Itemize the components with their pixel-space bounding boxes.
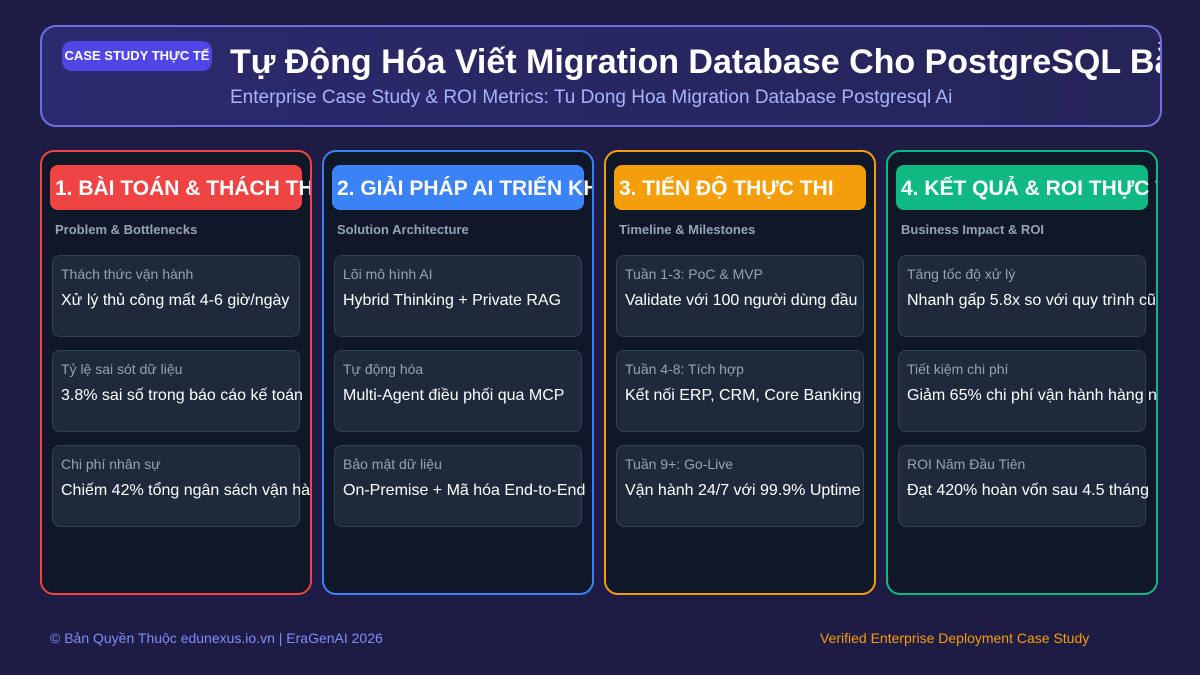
card-label: Chi phí nhân sự bbox=[61, 456, 161, 472]
card: Lõi mô hình AI Hybrid Thinking + Private … bbox=[334, 255, 582, 337]
card-value: Giảm 65% chi phí vận hành hàng năm bbox=[907, 387, 1158, 404]
card: Tuần 4-8: Tích hợp Kết nối ERP, CRM, Core… bbox=[616, 350, 864, 432]
card-value: Multi-Agent điều phối qua MCP bbox=[343, 387, 565, 404]
card: Bảo mật dữ liệu On-Premise + Mã hóa End-t… bbox=[334, 445, 586, 527]
card-label: Lõi mô hình AI bbox=[343, 266, 433, 282]
card-label: Bảo mật dữ liệu bbox=[343, 456, 442, 472]
card-label: Tuần 9+: Go-Live bbox=[625, 456, 734, 472]
card-value: Validate với 100 người dùng đầu bbox=[625, 292, 858, 309]
card-value: On-Premise + Mã hóa End-to-End bbox=[343, 482, 586, 499]
card-value: Đạt 420% hoàn vốn sau 4.5 tháng bbox=[907, 482, 1149, 499]
column-header bbox=[332, 165, 584, 210]
column: 2. GIẢI PHÁP AI TRIỂN KHAI Solution Archi… bbox=[322, 150, 594, 595]
badge: CASE STUDY THỰC TẾ bbox=[62, 41, 212, 71]
card-label: Tỷ lệ sai sót dữ liệu bbox=[61, 361, 183, 377]
card: Chi phí nhân sự Chiếm 42% tổng ngân sách … bbox=[52, 445, 310, 527]
column-header bbox=[50, 165, 302, 210]
card: Tuần 1-3: PoC & MVP Validate với 100 ngườ… bbox=[616, 255, 864, 337]
card-label: ROI Năm Đầu Tiên bbox=[907, 456, 1026, 472]
card: Tự động hóa Multi-Agent điều phối qua MCP bbox=[334, 350, 582, 432]
column-subtitle: Business Impact & ROI bbox=[901, 222, 1045, 237]
card-value: Chiếm 42% tổng ngân sách vận hành bbox=[61, 482, 312, 499]
subtitle: Enterprise Case Study & ROI Metrics: Tu … bbox=[230, 87, 953, 108]
column-title: 1. BÀI TOÁN & THÁCH THỨC bbox=[55, 177, 312, 200]
column: 1. BÀI TOÁN & THÁCH THỨC Problem & Bottle… bbox=[40, 150, 312, 595]
card-label: Tăng tốc độ xử lý bbox=[907, 266, 1016, 282]
card-label: Tự động hóa bbox=[343, 361, 424, 377]
column-subtitle: Solution Architecture bbox=[337, 222, 469, 237]
card-value: Nhanh gấp 5.8x so với quy trình cũ bbox=[907, 292, 1156, 309]
card-label: Tiết kiệm chi phí bbox=[907, 361, 1009, 377]
card-value: Kết nối ERP, CRM, Core Banking bbox=[625, 387, 862, 404]
column-title: 3. TIẾN ĐỘ THỰC THI bbox=[619, 177, 834, 200]
card-value: Xử lý thủ công mất 4-6 giờ/ngày bbox=[61, 292, 290, 309]
column-header bbox=[614, 165, 866, 210]
column: 3. TIẾN ĐỘ THỰC THI Timeline & Milestones… bbox=[604, 150, 876, 595]
column-title: 4. KẾT QUẢ & ROI THỰC TẾ bbox=[901, 177, 1158, 200]
card-label: Tuần 4-8: Tích hợp bbox=[625, 361, 744, 377]
card: Tiết kiệm chi phí Giảm 65% chi phí vận hà… bbox=[898, 350, 1156, 432]
footer-copyright: © Bản Quyền Thuộc edunexus.io.vn | EraGe… bbox=[50, 630, 383, 646]
footer-note: Verified Enterprise Deployment Case Stud… bbox=[820, 630, 1090, 646]
column-header bbox=[896, 165, 1148, 210]
card-value: 3.8% sai số trong báo cáo kế toán bbox=[61, 387, 303, 404]
card: Tăng tốc độ xử lý Nhanh gấp 5.8x so với q… bbox=[898, 255, 1156, 337]
column-subtitle: Problem & Bottlenecks bbox=[55, 222, 198, 237]
card: Thách thức vận hành Xử lý thủ công mất 4-… bbox=[52, 255, 300, 337]
column-subtitle: Timeline & Milestones bbox=[619, 222, 756, 237]
title: Tự Động Hóa Viết Migration Database Cho … bbox=[230, 43, 1162, 81]
card-value: Vận hành 24/7 với 99.9% Uptime bbox=[625, 482, 861, 499]
card-label: Thách thức vận hành bbox=[61, 266, 194, 282]
card: Tỷ lệ sai sót dữ liệu 3.8% sai số trong b… bbox=[52, 350, 303, 432]
column: 4. KẾT QUẢ & ROI THỰC TẾ Business Impact … bbox=[886, 150, 1158, 595]
card-value: Hybrid Thinking + Private RAG bbox=[343, 292, 562, 309]
card-label: Tuần 1-3: PoC & MVP bbox=[625, 266, 763, 282]
header: CASE STUDY THỰC TẾ Tự Động Hóa Viết Migr… bbox=[40, 25, 1162, 127]
card: ROI Năm Đầu Tiên Đạt 420% hoàn vốn sau 4.… bbox=[898, 445, 1149, 527]
card: Tuần 9+: Go-Live Vận hành 24/7 với 99.9% … bbox=[616, 445, 864, 527]
column-title: 2. GIẢI PHÁP AI TRIỂN KHAI bbox=[337, 177, 594, 200]
